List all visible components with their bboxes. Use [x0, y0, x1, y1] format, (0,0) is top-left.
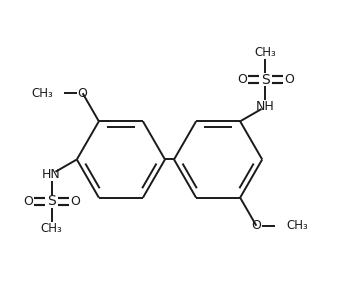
Text: CH₃: CH₃ — [31, 87, 53, 100]
Text: CH₃: CH₃ — [41, 222, 62, 235]
Text: O: O — [284, 73, 294, 86]
Text: HN: HN — [42, 168, 61, 181]
Text: CH₃: CH₃ — [255, 46, 276, 59]
Text: O: O — [78, 87, 87, 100]
Text: O: O — [23, 195, 33, 208]
Text: S: S — [47, 194, 56, 208]
Text: O: O — [252, 219, 261, 232]
Text: O: O — [237, 73, 247, 86]
Text: CH₃: CH₃ — [286, 219, 308, 232]
Text: O: O — [70, 195, 80, 208]
Text: S: S — [261, 73, 270, 87]
Text: NH: NH — [256, 100, 275, 113]
